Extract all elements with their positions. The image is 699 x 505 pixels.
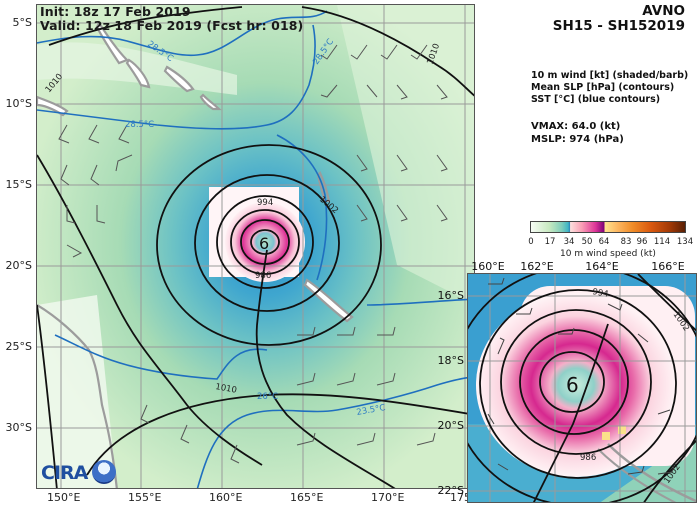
lat-label: 10°S — [5, 97, 32, 110]
main-map-canvas: 1010 1010 1010 1002 994 986 28.5°C 28.5°… — [37, 5, 474, 488]
colorbar-tick: 17 — [544, 237, 556, 247]
lat-label: 25°S — [5, 340, 32, 353]
inset-lon-label: 162°E — [520, 260, 554, 273]
sst-contours — [37, 10, 474, 488]
wind-speed-colorbar — [530, 221, 686, 233]
inset-lat-label: 18°S — [437, 354, 464, 367]
init-time: Init: 18z 17 Feb 2019 — [40, 4, 191, 19]
lon-label: 155°E — [128, 491, 162, 504]
mslp-value: MSLP: 974 (hPa) — [531, 134, 624, 145]
inset-coastline — [607, 443, 696, 502]
lon-label: 160°E — [209, 491, 243, 504]
legend-sst: SST [°C] (blue contours) — [531, 94, 661, 105]
lat-label: 20°S — [5, 259, 32, 272]
lon-label: 175 — [450, 491, 471, 504]
inset-storm-center-symbol: 6 — [566, 373, 579, 397]
inset-lon-label: 160°E — [471, 260, 505, 273]
colorbar-label: 10 m wind speed (kt) — [560, 249, 656, 259]
wind-barbs — [58, 44, 448, 464]
colorbar-tick: 96 — [636, 237, 648, 247]
inset-zoom-map: 994 986 1002 1002 6 — [467, 273, 697, 503]
inset-map-canvas: 994 986 1002 1002 6 — [468, 274, 696, 502]
cira-logo-text: CIRA — [41, 462, 88, 484]
lat-label: 5°S — [12, 16, 32, 29]
colorbar-tick: 64 — [598, 237, 610, 247]
inset-lon-label: 164°E — [585, 260, 619, 273]
colorbar-tick: 134 — [676, 237, 694, 247]
main-map: 1010 1010 1010 1002 994 986 28.5°C 28.5°… — [36, 4, 475, 489]
sst-label: 28.5°C — [125, 120, 154, 130]
cira-badge-icon — [92, 460, 116, 484]
vmax-value: VMAX: 64.0 (kt) — [531, 121, 621, 132]
sst-label: 23.5°C — [356, 403, 386, 418]
inset-wind-barbs — [487, 277, 675, 475]
title-block: AVNO SH15 - SH152019 — [553, 4, 685, 34]
inset-lat-label: 22°S — [437, 484, 464, 497]
cira-logo: CIRA — [41, 460, 117, 488]
lon-label: 170°E — [371, 491, 405, 504]
storm-center-symbol: 6 — [259, 234, 269, 253]
legend-slp: Mean SLP [hPa] (contours) — [531, 82, 675, 93]
field-legend: 10 m wind [kt] (shaded/barb) Mean SLP [h… — [531, 70, 688, 106]
colorbar-tick: 0 — [528, 237, 534, 247]
colorbar-tick: 34 — [563, 237, 575, 247]
model-name: AVNO — [642, 3, 685, 19]
inset-lon-label: 166°E — [651, 260, 685, 273]
inset-slp-label: 994 — [591, 287, 609, 300]
storm-stats: VMAX: 64.0 (kt) MSLP: 974 (hPa) — [531, 120, 624, 146]
colorbar-tick: 83 — [620, 237, 632, 247]
lon-label: 150°E — [47, 491, 81, 504]
inset-lat-label: 16°S — [437, 289, 464, 302]
inset-slp-label: 986 — [580, 453, 596, 463]
colorbar-tick: 50 — [581, 237, 593, 247]
coastlines — [37, 20, 354, 488]
lat-label: 15°S — [5, 178, 32, 191]
legend-wind: 10 m wind [kt] (shaded/barb) — [531, 70, 689, 81]
slp-label: 994 — [257, 198, 273, 208]
inset-slp-contours — [468, 274, 696, 502]
storm-id: SH15 - SH152019 — [552, 18, 685, 34]
colorbar-tick: 114 — [653, 237, 671, 247]
lat-label: 30°S — [5, 421, 32, 434]
valid-time: Valid: 12z 18 Feb 2019 (Fcst hr: 018) — [40, 18, 304, 33]
sst-label: 26°C — [257, 392, 278, 402]
slp-label: 986 — [255, 271, 271, 281]
inset-lat-label: 20°S — [437, 419, 464, 432]
slp-label: 1010 — [214, 382, 237, 396]
lon-label: 165°E — [290, 491, 324, 504]
